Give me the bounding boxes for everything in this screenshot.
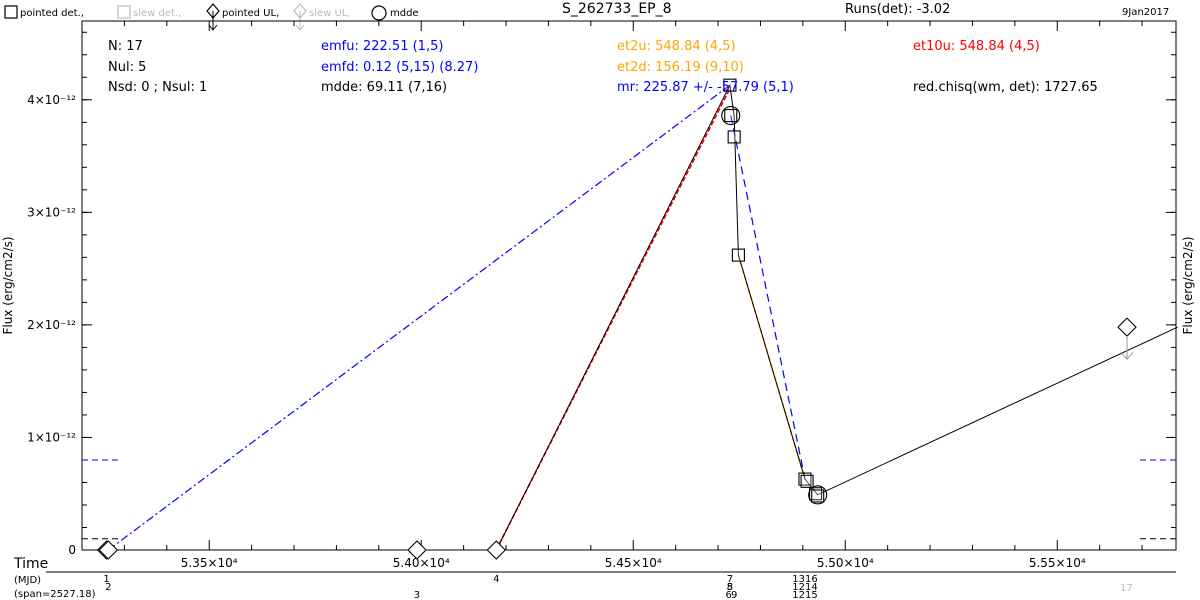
stat-nsd: Nsd: 0 ; Nsul: 1 xyxy=(108,81,207,95)
stat-n: N: 17 xyxy=(108,40,143,54)
upper-limit-point xyxy=(99,541,117,559)
y-tick-label: 4×10⁻¹² xyxy=(27,93,76,107)
upper-limit-point xyxy=(487,541,505,559)
stat-emfu: emfu: 222.51 (1,5) xyxy=(321,40,443,54)
upper-limit-point xyxy=(1118,318,1136,359)
detection-point xyxy=(728,131,740,143)
y-tick-label: 3×10⁻¹² xyxy=(27,205,76,219)
observation-index-label: 2 xyxy=(105,582,111,593)
observation-index-label: 4 xyxy=(493,574,499,585)
detection-point xyxy=(812,490,824,502)
stat-mr: mr: 225.87 +/- -57.79 (5,1) xyxy=(617,81,794,95)
y-tick-label: 2×10⁻¹² xyxy=(27,318,76,332)
emfu-rise-line xyxy=(108,85,730,550)
observation-index-label: 9 xyxy=(731,590,737,600)
y-tick-label: 0 xyxy=(68,543,76,557)
y-axis-title-right: Flux (erg/cm2/s) xyxy=(1181,236,1195,334)
stat-nul: Nul: 5 xyxy=(108,61,146,75)
x-tick-label: 5.50×10⁴ xyxy=(817,556,874,570)
lightcurve-line xyxy=(107,85,1178,550)
x-tick-label: 5.35×10⁴ xyxy=(181,556,238,570)
stat-et10u: et10u: 548.84 (4,5) xyxy=(913,40,1040,54)
span-label: (span=2527.18) xyxy=(14,588,96,600)
x-tick-label: 5.55×10⁴ xyxy=(1029,556,1086,570)
detection-point xyxy=(801,475,813,487)
y-axis-title-left: Flux (erg/cm2/s) xyxy=(1,236,15,334)
detection-point xyxy=(725,110,737,122)
stat-mdde: mdde: 69.11 (7,16) xyxy=(321,81,447,95)
detection-point xyxy=(732,249,744,261)
upper-limit-diamond xyxy=(1118,318,1136,336)
emfd-decay-line xyxy=(731,116,818,495)
upper-limit-diamond xyxy=(487,541,505,559)
observation-index-label: 1215 xyxy=(792,590,817,600)
stat-emfd: emfd: 0.12 (5,15) (8.27) xyxy=(321,61,478,75)
y-tick-label: 1×10⁻¹² xyxy=(27,430,76,444)
stat-et2d: et2d: 156.19 (9,10) xyxy=(617,61,744,75)
extra-count: 17 xyxy=(1120,582,1133,596)
x-tick-label: 5.40×10⁴ xyxy=(393,556,450,570)
stat-redchisq: red.chisq(wm, det): 1727.65 xyxy=(913,81,1098,95)
observation-index-label: 3 xyxy=(414,590,420,600)
time-label: Time xyxy=(14,557,48,571)
upper-limit-diamond xyxy=(99,541,117,559)
stat-et2u: et2u: 548.84 (4,5) xyxy=(617,40,736,54)
x-tick-label: 5.45×10⁴ xyxy=(605,556,662,570)
mjd-label: (MJD) xyxy=(14,574,41,588)
